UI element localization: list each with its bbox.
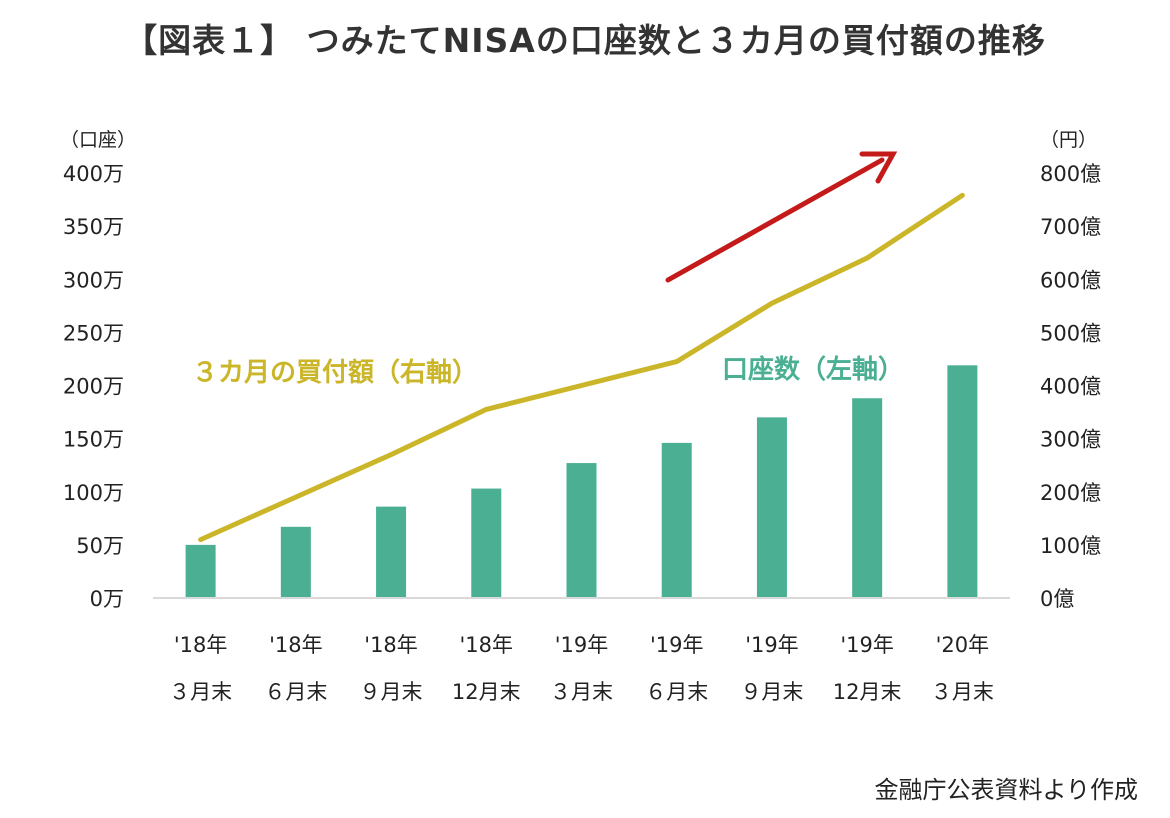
x-tick-label: '19年 [555,633,609,657]
right-tick-label: 700億 [1040,215,1101,239]
x-tick-label: '19年 [650,633,704,657]
bar [661,442,692,598]
x-tick-label: ６月末 [645,680,708,704]
x-axis-labels: '18年 ３月末 '18年 ６月末 '18年 ９月末 '18年 12月末 '19年 ３月末 '19年… [169,633,994,704]
left-axis-ticks: 0万 50万 100万 150万 200万 250万 300万 350万 400万 [63,162,124,611]
x-tick-label: '19年 [840,633,894,657]
left-tick-label: 300万 [63,268,124,292]
left-axis-unit: （口座） [60,129,136,151]
right-tick-label: 0億 [1040,587,1074,611]
x-tick-label: 12月末 [833,680,902,704]
bar [852,398,883,598]
x-tick-label: ９月末 [360,680,423,704]
left-tick-label: 100万 [63,481,124,505]
left-tick-label: 150万 [63,428,124,452]
x-tick-label: 12月末 [452,680,521,704]
x-tick-label: ６月末 [264,680,327,704]
right-axis-ticks: 0億 100億 200億 300億 400億 500億 600億 700億 800億 [1040,162,1101,611]
line-path [198,192,965,543]
left-tick-label: 50万 [76,534,124,558]
line-series [198,192,965,543]
x-tick-label: ３月末 [931,680,994,704]
bar [280,526,311,598]
bar [566,463,597,598]
right-tick-label: 800億 [1040,162,1101,186]
source-note: 金融庁公表資料より作成 [874,776,1138,804]
left-tick-label: 0万 [90,587,124,611]
left-tick-label: 400万 [63,162,124,186]
left-tick-label: 350万 [63,215,124,239]
right-tick-label: 400億 [1040,375,1101,399]
bar [947,365,978,598]
bar [756,417,787,598]
x-tick-label: ９月末 [740,680,803,704]
x-tick-label: ３月末 [550,680,613,704]
right-tick-label: 200億 [1040,481,1101,505]
line-series-label: ３カ月の買付額（右軸） [192,357,478,388]
bar-series-label: 口座数（左軸） [722,354,904,385]
bar-series [185,365,978,598]
x-tick-label: '20年 [936,633,990,657]
x-tick-label: '19年 [745,633,799,657]
right-axis-unit: （円） [1040,129,1097,151]
left-tick-label: 250万 [63,321,124,345]
left-tick-label: 200万 [63,375,124,399]
x-tick-label: '18年 [269,633,323,657]
x-tick-label: '18年 [174,633,228,657]
bar [376,506,407,598]
right-tick-label: 100億 [1040,534,1101,558]
right-tick-label: 600億 [1040,268,1101,292]
right-tick-label: 300億 [1040,428,1101,452]
right-tick-label: 500億 [1040,321,1101,345]
bar [185,544,216,598]
x-tick-label: '18年 [460,633,514,657]
chart-title: 【図表１】 つみたてNISAの口座数と３カ月の買付額の推移 [124,21,1046,60]
x-tick-label: '18年 [364,633,418,657]
bar [471,488,502,598]
trend-arrow [665,151,898,283]
x-tick-label: ３月末 [169,680,232,704]
